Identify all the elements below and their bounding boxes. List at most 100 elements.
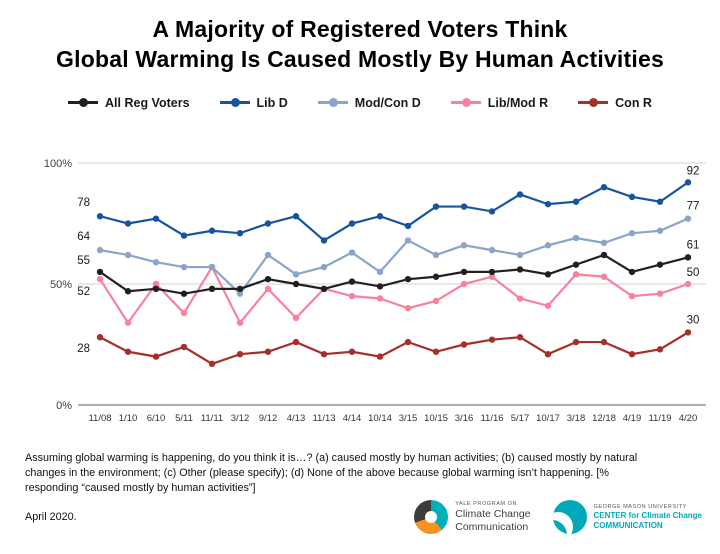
x-axis-tick-label: 4/14 bbox=[343, 413, 362, 424]
x-axis-tick-label: 4/19 bbox=[623, 413, 642, 424]
data-point-con-r bbox=[684, 328, 692, 336]
data-point-con-r bbox=[96, 333, 104, 341]
data-point-lib-d bbox=[404, 222, 412, 229]
data-point-lib-d bbox=[488, 207, 496, 215]
data-point-lib-d bbox=[600, 183, 608, 191]
data-point-con-r bbox=[264, 348, 272, 355]
page: A Majority of Registered Voters Think Gl… bbox=[0, 14, 720, 554]
data-point-lib-mod-r bbox=[264, 285, 272, 292]
data-point-con-r bbox=[152, 353, 160, 360]
x-axis-tick-label: 11/08 bbox=[88, 413, 111, 424]
data-point-mod-con-d bbox=[488, 246, 496, 254]
data-point-lib-d bbox=[656, 198, 664, 205]
data-point-lib-d bbox=[292, 212, 300, 220]
x-axis-tick-label: 3/12 bbox=[231, 413, 250, 424]
x-axis-tick-label: 1/10 bbox=[119, 413, 138, 424]
data-point-lib-d bbox=[208, 227, 216, 234]
data-point-all-reg-voters bbox=[292, 280, 300, 287]
data-point-con-r bbox=[292, 338, 300, 345]
x-axis-tick-label: 3/15 bbox=[399, 413, 418, 424]
data-point-lib-d bbox=[544, 200, 552, 208]
legend-label: Con R bbox=[615, 95, 652, 110]
first-value-label-lib-mod-r: 52 bbox=[77, 286, 90, 298]
data-point-lib-mod-r bbox=[348, 292, 356, 300]
y-axis-tick-label: 0% bbox=[56, 400, 72, 412]
yale-program-logo: YALE PROGRAM ON Climate Change Communica… bbox=[414, 500, 531, 535]
line-chart: 0% 50% 100% 11/08 1/10 6/10 5/11 11/11 3/12 9/12 4… bbox=[44, 158, 706, 424]
data-point-lib-mod-r bbox=[96, 275, 104, 283]
data-point-all-reg-voters bbox=[236, 285, 244, 292]
data-point-lib-d bbox=[152, 215, 160, 222]
x-axis-tick-label: 11/16 bbox=[480, 413, 503, 424]
data-point-all-reg-voters bbox=[152, 285, 160, 292]
data-point-lib-d bbox=[180, 232, 188, 239]
data-point-lib-d bbox=[460, 203, 468, 210]
data-point-all-reg-voters bbox=[488, 268, 496, 275]
survey-date: April 2020. bbox=[25, 511, 77, 524]
legend-item-lib-d: Lib D bbox=[219, 96, 288, 110]
x-axis-tick-label: 10/14 bbox=[368, 413, 392, 424]
data-point-mod-con-d bbox=[572, 234, 580, 241]
data-point-con-r bbox=[656, 345, 664, 353]
data-point-lib-mod-r bbox=[628, 292, 636, 300]
first-value-label-mod-con-d: 64 bbox=[77, 231, 90, 243]
x-axis-tick-label: 5/17 bbox=[511, 413, 530, 424]
gmu-logo-line1: GEORGE MASON UNIVERSITY bbox=[593, 503, 687, 510]
data-point-lib-d bbox=[376, 212, 384, 220]
gmu-logo-line3: COMMUNICATION bbox=[593, 520, 663, 530]
data-point-con-r bbox=[488, 336, 496, 343]
data-point-lib-mod-r bbox=[180, 309, 188, 316]
data-point-all-reg-voters bbox=[572, 261, 580, 268]
data-point-mod-con-d bbox=[544, 241, 552, 249]
gmu-logo-text: GEORGE MASON UNIVERSITY CENTER for Clima… bbox=[594, 504, 702, 531]
data-point-all-reg-voters bbox=[684, 253, 692, 261]
data-point-all-reg-voters bbox=[208, 285, 216, 292]
data-point-lib-d bbox=[264, 220, 272, 227]
x-axis-tick-label: 10/17 bbox=[536, 413, 560, 424]
x-axis-tick-label: 5/11 bbox=[175, 413, 193, 424]
x-axis-tick-label: 9/12 bbox=[259, 413, 278, 424]
data-point-mod-con-d bbox=[236, 290, 244, 297]
data-point-all-reg-voters bbox=[180, 290, 188, 297]
data-point-lib-d bbox=[516, 190, 524, 198]
yale-logo-text: YALE PROGRAM ON Climate Change Communica… bbox=[455, 501, 530, 532]
series-line-mod-con-d bbox=[99, 217, 689, 296]
data-point-mod-con-d bbox=[600, 239, 608, 246]
last-value-label-all-reg-voters: 61 bbox=[687, 239, 700, 251]
data-point-lib-mod-r bbox=[600, 273, 608, 280]
data-point-mod-con-d bbox=[684, 215, 692, 222]
data-point-mod-con-d bbox=[208, 263, 216, 270]
first-value-label-lib-d: 78 bbox=[77, 197, 90, 209]
data-point-lib-d bbox=[124, 220, 132, 227]
data-point-con-r bbox=[516, 333, 524, 341]
data-point-lib-mod-r bbox=[404, 304, 412, 312]
x-axis-tick-label: 12/18 bbox=[592, 413, 616, 424]
data-point-lib-mod-r bbox=[124, 319, 132, 326]
data-point-all-reg-voters bbox=[600, 251, 608, 258]
data-point-mod-con-d bbox=[404, 236, 412, 244]
data-point-mod-con-d bbox=[376, 268, 384, 275]
data-point-lib-mod-r bbox=[432, 297, 440, 304]
data-point-con-r bbox=[544, 350, 552, 358]
gmu-center-logo: GEORGE MASON UNIVERSITY CENTER for Clima… bbox=[552, 500, 702, 535]
data-point-lib-d bbox=[572, 198, 580, 205]
data-point-all-reg-voters bbox=[124, 287, 132, 295]
x-axis-tick-label: 3/16 bbox=[455, 413, 474, 424]
x-axis-tick-label: 4/13 bbox=[287, 413, 306, 424]
legend-marker-icon bbox=[68, 98, 99, 108]
data-point-mod-con-d bbox=[460, 241, 468, 249]
x-axis-tick-label: 11/11 bbox=[201, 413, 223, 424]
y-axis-tick-label: 50% bbox=[50, 279, 72, 291]
data-point-lib-d bbox=[320, 236, 328, 244]
data-point-con-r bbox=[236, 350, 244, 358]
data-point-lib-d bbox=[348, 220, 356, 227]
data-point-lib-mod-r bbox=[572, 270, 580, 278]
legend-label: Mod/Con D bbox=[354, 95, 421, 110]
y-axis-tick-label: 100% bbox=[44, 158, 72, 170]
data-point-lib-mod-r bbox=[152, 280, 160, 287]
data-point-lib-mod-r bbox=[236, 319, 244, 326]
data-point-mod-con-d bbox=[432, 251, 440, 258]
data-point-lib-mod-r bbox=[292, 314, 300, 321]
legend-item-lib-mod-r: Lib/Mod R bbox=[450, 96, 548, 110]
series-line-con-r bbox=[99, 331, 689, 365]
